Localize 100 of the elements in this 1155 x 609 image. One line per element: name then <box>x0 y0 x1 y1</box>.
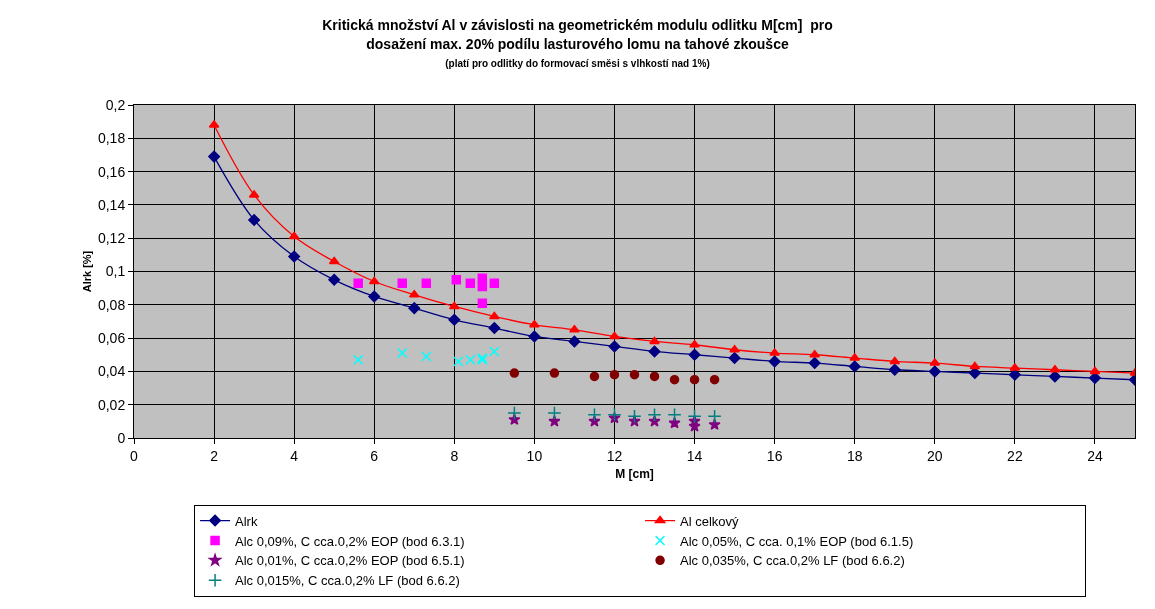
point <box>808 357 821 370</box>
point <box>627 409 642 424</box>
point <box>587 407 602 422</box>
x-tick-label: 22 <box>1007 447 1023 464</box>
point <box>328 256 340 265</box>
point <box>768 355 781 368</box>
point <box>507 405 522 421</box>
chart-subtitle: (platí pro odlitky do formovací směsi s vlhkostí nad 1%) <box>445 57 710 69</box>
point <box>667 407 682 422</box>
point <box>689 374 700 385</box>
point <box>888 363 901 376</box>
legend-label: Alc 0,035%, C cca.0,2% LF (bod 6.6.2) <box>680 553 905 569</box>
point <box>448 313 461 326</box>
point <box>489 278 500 288</box>
point <box>728 352 741 365</box>
point <box>488 311 500 320</box>
point <box>707 409 722 424</box>
x-tick-label: 0 <box>130 447 139 464</box>
x-tick-label: 12 <box>606 447 623 464</box>
point <box>648 345 661 358</box>
point <box>1049 364 1061 373</box>
x-tick-label: 14 <box>686 447 703 464</box>
point <box>709 374 720 385</box>
point <box>568 335 581 348</box>
point <box>688 348 701 361</box>
x-tick-label: 16 <box>766 447 783 464</box>
point <box>451 275 462 285</box>
point <box>288 250 301 263</box>
point <box>477 281 488 292</box>
y-tick-label: 0,02 <box>97 396 126 413</box>
point <box>649 371 660 382</box>
x-tick-label: 24 <box>1087 447 1103 464</box>
point <box>488 322 501 335</box>
point <box>288 231 300 240</box>
point <box>528 330 541 343</box>
x-axis-title: M [cm] <box>615 466 654 481</box>
legend-label: Alc 0,01%, C cca.0,2% EOP (bod 6.5.1) <box>235 553 465 569</box>
point <box>368 276 380 285</box>
x-tick-label: 18 <box>846 447 863 464</box>
x-tick-label: 4 <box>290 447 299 464</box>
legend-label: Al celkový <box>680 513 740 529</box>
x-tick-label: 10 <box>526 447 543 464</box>
point <box>549 368 560 378</box>
x-tick-label: 20 <box>927 447 943 464</box>
point <box>368 290 381 303</box>
point <box>408 302 421 315</box>
chart-title: Kritická množství Al v závislosti na geometrickém modulu odlitku M[cm] pro dosažení max. 20% podílu lasturového lomu na tahové zkoušce <box>322 17 833 52</box>
point <box>649 336 660 345</box>
point <box>547 405 562 421</box>
legend-label: Alrk <box>235 513 258 529</box>
point <box>589 371 600 382</box>
point <box>353 278 363 288</box>
point <box>969 361 981 370</box>
point <box>629 369 640 380</box>
point <box>689 340 700 348</box>
point <box>529 320 540 328</box>
point <box>1089 366 1101 375</box>
point <box>477 273 488 283</box>
point <box>489 346 500 357</box>
point <box>465 278 476 288</box>
legend-label: Alc 0,015%, C cca.0,2% LF (bod 6.6.2) <box>235 573 460 589</box>
point <box>477 298 488 308</box>
point <box>889 356 901 365</box>
y-tick-label: 0,12 <box>97 230 126 247</box>
y-tick-label: 0 <box>117 429 126 446</box>
point <box>669 374 680 385</box>
point <box>569 325 580 333</box>
y-axis-title: Alrk [%] <box>80 250 93 293</box>
point <box>609 331 620 340</box>
point <box>608 340 621 353</box>
point <box>848 360 861 373</box>
point <box>448 301 460 310</box>
x-tick-label: 8 <box>450 447 459 464</box>
point <box>687 409 702 424</box>
y-tick-label: 0,14 <box>97 196 126 213</box>
point <box>352 354 364 365</box>
y-tick-label: 0,1 <box>105 263 126 280</box>
legend-label: Alc 0,05%, C cca. 0,1% EOP (bod 6.1.5) <box>680 533 914 549</box>
x-tick-label: 2 <box>210 447 219 464</box>
point <box>397 347 408 359</box>
point <box>609 369 620 380</box>
y-tick-label: 0,16 <box>97 163 126 180</box>
point <box>421 278 432 288</box>
y-tick-label: 0,06 <box>97 330 126 346</box>
point <box>397 278 408 288</box>
y-tick-label: 0,18 <box>97 130 126 147</box>
point <box>708 418 721 430</box>
point <box>509 368 520 378</box>
point <box>248 213 261 226</box>
point <box>208 150 221 163</box>
point <box>328 273 341 286</box>
y-tick-label: 0,04 <box>97 363 126 380</box>
point <box>647 407 662 422</box>
x-tick-label: 6 <box>370 447 379 464</box>
point <box>928 365 941 378</box>
point <box>421 351 432 362</box>
y-tick-label: 0,08 <box>97 296 126 313</box>
point <box>607 407 622 422</box>
y-tick-label: 0,2 <box>105 96 126 113</box>
point <box>729 345 740 353</box>
